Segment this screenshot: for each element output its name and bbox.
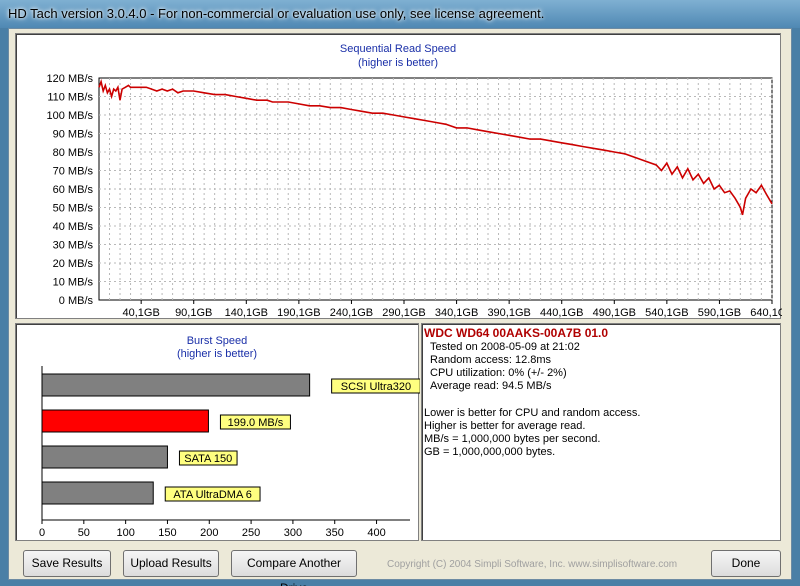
burst-x-tick-label: 300 [284, 527, 302, 539]
compare-drive-button[interactable]: Compare Another Drive [231, 550, 357, 586]
burst-x-tick-label: 350 [326, 527, 344, 539]
y-tick-label: 40 MB/s [53, 221, 94, 233]
burst-bar [41, 373, 311, 397]
x-tick-label: 40,1GB [123, 307, 160, 319]
burst-bar [41, 409, 209, 433]
burst-label-box [331, 378, 420, 394]
sequential-read-panel: Sequential Read Speed (higher is better)… [15, 33, 782, 319]
y-tick-label: 50 MB/s [53, 203, 94, 215]
random-access: Random access: 12.8ms [430, 354, 552, 366]
y-tick-label: 20 MB/s [53, 258, 94, 270]
burst-x-tick-label: 50 [78, 527, 90, 539]
y-tick-label: 110 MB/s [47, 92, 93, 104]
burst-bar-label: 199.0 MB/s [228, 417, 284, 429]
x-tick-label: 590,1GB [698, 307, 741, 319]
drive-name: WDC WD64 00AAKS-00A7B 01.0 [424, 326, 609, 340]
x-tick-label: 540,1GB [645, 307, 688, 319]
burst-speed-chart: 0 50 100 150 200 250 300 350 400 SCSI Ultra320 199… [39, 366, 420, 539]
burst-title: Burst Speed [186, 335, 248, 347]
upload-results-button[interactable]: Upload Results [123, 550, 219, 577]
x-tick-label: 240,1GB [330, 307, 373, 319]
y-tick-label: 10 MB/s [53, 277, 94, 289]
x-tick-label: 640,1GB [750, 307, 782, 319]
burst-x-tick-label: 400 [367, 527, 385, 539]
note-mbs: MB/s = 1,000,000 bytes per second. [424, 433, 601, 445]
sequential-title: Sequential Read Speed [339, 43, 457, 55]
main-window: Sequential Read Speed (higher is better)… [8, 28, 792, 586]
y-tick-label: 80 MB/s [53, 147, 94, 159]
burst-x-tick-label: 150 [158, 527, 176, 539]
save-results-button[interactable]: Save Results [23, 550, 111, 577]
burst-bar-label: SATA 150 [184, 453, 232, 465]
note-gb: GB = 1,000,000,000 bytes. [424, 446, 556, 458]
window-title: HD Tach version 3.0.4.0 - For non-commer… [0, 0, 800, 28]
burst-x-tick-label: 200 [200, 527, 218, 539]
done-button[interactable]: Done [711, 550, 781, 577]
y-tick-label: 120 MB/s [47, 73, 94, 85]
burst-label-box [219, 414, 291, 430]
x-tick-label: 490,1GB [593, 307, 636, 319]
burst-label-box [178, 450, 238, 466]
burst-label-box [164, 486, 261, 502]
x-tick-label: 140,1GB [225, 307, 268, 319]
burst-bar [41, 445, 168, 469]
y-tick-label: 0 MB/s [59, 295, 94, 307]
drive-info-panel: WDC WD64 00AAKS-00A7B 01.0 Tested on 200… [421, 323, 781, 541]
x-tick-label: 290,1GB [382, 307, 425, 319]
x-tick-label: 340,1GB [435, 307, 478, 319]
burst-x-tick-label: 100 [116, 527, 134, 539]
y-tick-label: 30 MB/s [53, 240, 94, 252]
burst-x-tick-label: 250 [242, 527, 260, 539]
burst-bar-label: ATA UltraDMA 6 [173, 489, 251, 501]
y-tick-label: 60 MB/s [53, 184, 94, 196]
note-read: Higher is better for average read. [424, 420, 586, 432]
x-tick-label: 440,1GB [540, 307, 583, 319]
burst-bar [41, 481, 154, 505]
cpu-utilization: CPU utilization: 0% (+/- 2%) [430, 367, 567, 379]
average-read: Average read: 94.5 MB/s [430, 380, 552, 392]
burst-x-tick-label: 0 [39, 527, 45, 539]
burst-subtitle: (higher is better) [176, 348, 258, 360]
x-tick-label: 90,1GB [175, 307, 212, 319]
burst-bar-label: SCSI Ultra320 [341, 381, 411, 393]
y-tick-label: 90 MB/s [53, 129, 94, 141]
x-tick-label: 390,1GB [487, 307, 530, 319]
x-tick-label: 190,1GB [277, 307, 320, 319]
y-tick-label: 100 MB/s [47, 110, 94, 122]
sequential-read-chart: 0 MB/s 10 MB/s 20 MB/s 30 MB/s 40 MB/s 50 MB/… [47, 73, 782, 319]
test-date: Tested on 2008-05-09 at 21:02 [430, 341, 580, 353]
sequential-subtitle: (higher is better) [357, 57, 439, 69]
note-cpu: Lower is better for CPU and random acces… [424, 407, 641, 419]
read-speed-line [98, 78, 773, 216]
copyright-text: Copyright (C) 2004 Simpli Software, Inc.… [387, 559, 678, 570]
y-tick-label: 70 MB/s [53, 166, 94, 178]
burst-speed-panel: Burst Speed (higher is better) 0 50 100 150… [15, 323, 420, 541]
